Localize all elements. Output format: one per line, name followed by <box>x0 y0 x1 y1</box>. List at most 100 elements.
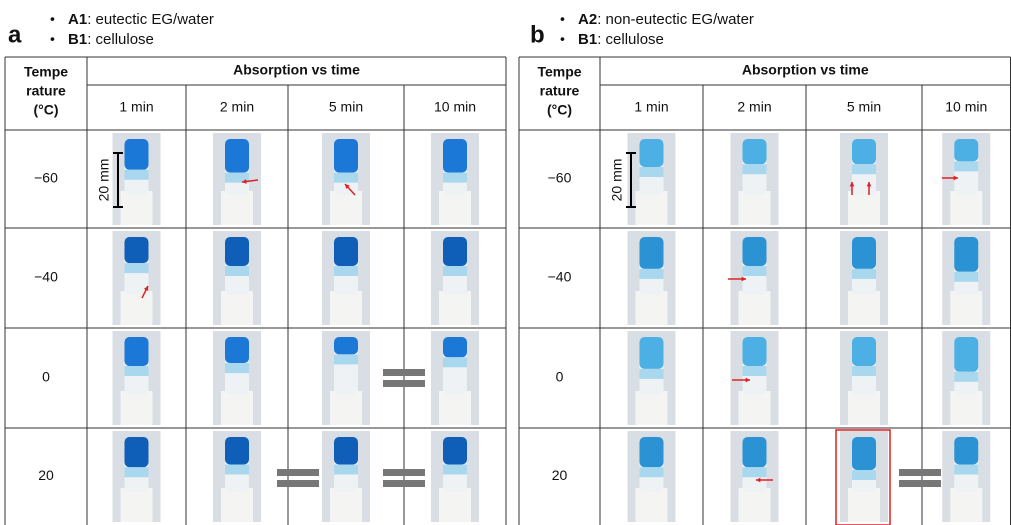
vial-liquid <box>954 437 978 465</box>
vial-liquid <box>443 337 467 357</box>
vial-liquid <box>640 437 664 467</box>
vial-wet <box>334 465 358 475</box>
temp-header: rature <box>540 83 580 99</box>
scale-label: 20 mm <box>609 159 625 202</box>
vial-base <box>848 191 880 225</box>
panel-label: b <box>530 21 545 48</box>
vial-wet <box>743 467 767 477</box>
vial-wet <box>954 272 978 282</box>
temp-header: Tempe <box>537 64 581 80</box>
group-header: Absorption vs time <box>233 62 360 78</box>
vial-base <box>950 488 982 522</box>
vial-base <box>439 488 471 522</box>
column-header: 2 min <box>220 99 254 115</box>
vial-wet <box>125 263 149 273</box>
group-header: Absorption vs time <box>742 62 869 78</box>
vial-base <box>439 191 471 225</box>
vial-wet <box>125 366 149 376</box>
vial-wet <box>640 167 664 177</box>
column-header: 1 min <box>634 99 668 115</box>
vial-wet <box>743 164 767 174</box>
vial-base <box>848 391 880 425</box>
vial-wet <box>852 164 876 174</box>
scale-label: 20 mm <box>96 159 112 202</box>
row-label: 20 <box>552 467 568 483</box>
vial-liquid <box>225 139 249 173</box>
bullet-text: A1: eutectic EG/water <box>68 11 214 28</box>
vial-liquid <box>225 337 249 363</box>
vial-liquid <box>125 337 149 366</box>
vial-liquid <box>852 237 876 269</box>
vial-liquid <box>852 337 876 366</box>
vial-wet <box>743 366 767 376</box>
column-header: 10 min <box>434 99 476 115</box>
equal-sign <box>383 480 425 487</box>
vial-wet <box>125 467 149 477</box>
vial-wet <box>443 357 467 367</box>
vial-liquid <box>225 437 249 465</box>
vial-base <box>636 391 668 425</box>
vial-liquid <box>743 337 767 366</box>
row-label: 0 <box>42 369 50 385</box>
vial-liquid <box>443 139 467 173</box>
equal-sign <box>383 369 425 376</box>
vial-liquid <box>852 437 876 470</box>
vial-wet <box>334 266 358 276</box>
equal-sign <box>383 469 425 476</box>
vial-base <box>221 291 253 325</box>
row-label: 0 <box>556 369 564 385</box>
vial-wet <box>640 467 664 477</box>
equal-sign <box>383 380 425 387</box>
vial-liquid <box>443 437 467 465</box>
bullet-dot: • <box>50 31 55 47</box>
vial-base <box>121 488 153 522</box>
vial-wet <box>443 173 467 183</box>
temp-header: (°C) <box>33 102 58 118</box>
bullet-rest: : eutectic EG/water <box>87 11 214 28</box>
vial-wet <box>125 170 149 180</box>
vial-base <box>121 391 153 425</box>
vial-base <box>739 191 771 225</box>
temp-header: (°C) <box>547 102 572 118</box>
row-label: −60 <box>548 170 572 186</box>
temp-header: rature <box>26 83 66 99</box>
vial-base <box>636 191 668 225</box>
vial-wet <box>225 465 249 475</box>
vial-base <box>330 488 362 522</box>
vial-base <box>848 291 880 325</box>
panel-label: a <box>8 21 22 48</box>
vial-base <box>121 291 153 325</box>
bullet-text: A2: non-eutectic EG/water <box>578 11 754 28</box>
vial-wet <box>640 269 664 279</box>
vial-wet <box>443 465 467 475</box>
vial-base <box>439 291 471 325</box>
vial-wet <box>743 266 767 276</box>
bullet-text: B1: cellulose <box>68 31 154 48</box>
vial-base <box>330 291 362 325</box>
vial-liquid <box>443 237 467 266</box>
bullet-dot: • <box>560 11 565 27</box>
vial-wet <box>225 363 249 373</box>
equal-sign <box>277 480 319 487</box>
vial-wet <box>225 266 249 276</box>
vial-liquid <box>954 139 978 161</box>
bullet-bold: A1 <box>68 11 87 28</box>
bullet-dot: • <box>560 31 565 47</box>
vial-liquid <box>954 337 978 372</box>
equal-sign <box>277 469 319 476</box>
column-header: 2 min <box>737 99 771 115</box>
vial-wet <box>852 269 876 279</box>
vial-liquid <box>334 139 358 173</box>
vial-base <box>330 391 362 425</box>
column-header: 5 min <box>847 99 881 115</box>
vial-wet <box>334 173 358 183</box>
vial-liquid <box>743 237 767 266</box>
column-header: 1 min <box>119 99 153 115</box>
bullet-dot: • <box>50 11 55 27</box>
equal-sign <box>899 469 941 476</box>
vial-base <box>950 191 982 225</box>
vial-liquid <box>334 337 358 354</box>
vial-wet <box>443 266 467 276</box>
column-header: 10 min <box>945 99 987 115</box>
vial-base <box>221 391 253 425</box>
